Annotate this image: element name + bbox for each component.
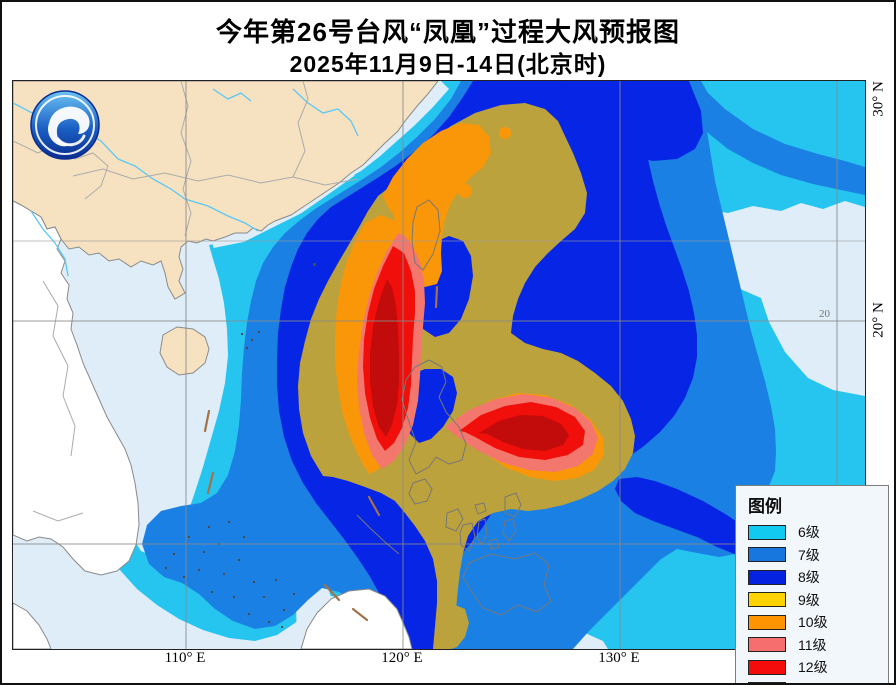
forecast-map: 20 图例 6级7级8级9级10级11级12级13级及以上 审图号:GS (20… — [12, 80, 889, 683]
malay-peninsula — [13, 602, 52, 649]
indochina-landmass — [13, 200, 140, 576]
legend-swatch — [748, 592, 786, 608]
legend-row: 7级 — [748, 544, 878, 567]
legend-swatch — [748, 637, 786, 653]
palawan-outline — [356, 514, 400, 555]
legend-swatch — [748, 682, 786, 683]
hainan-island — [159, 326, 210, 376]
legend-label: 10级 — [798, 614, 828, 631]
wind-field-map: 20 — [13, 81, 865, 649]
legend-row: 6级 — [748, 521, 878, 544]
wind-zone-level13 — [370, 279, 569, 451]
legend-swatch — [748, 569, 786, 585]
dash-line-marks — [203, 285, 439, 622]
wind-zone-level9-patch — [437, 605, 469, 649]
legend: 图例 6级 7级 8级 9级 10级 11级 12级 13级及以上 — [735, 485, 889, 683]
page-title: 今年第26号台风“凤凰”过程大风预报图 — [216, 17, 680, 47]
legend-row: 11级 — [748, 634, 878, 657]
grid-inline-label: 20 — [819, 308, 831, 320]
province-boundaries — [13, 81, 359, 522]
meteorological-agency-logo-icon — [30, 90, 100, 160]
legend-label: 7级 — [798, 546, 820, 563]
legend-label: 9级 — [798, 591, 820, 608]
legend-label: 8级 — [798, 569, 820, 586]
legend-row: 13级及以上 — [748, 679, 878, 683]
taiwan-outline — [411, 199, 441, 271]
legend-swatch — [748, 547, 786, 563]
borneo-island — [300, 588, 413, 649]
legend-label: 13级及以上 — [798, 680, 870, 683]
longitude-label: 110° E — [164, 650, 206, 666]
legend-row: 9级 — [748, 589, 878, 612]
legend-swatch — [748, 659, 786, 675]
longitude-label: 130° E — [598, 650, 640, 666]
legend-swatch — [748, 524, 786, 540]
land-foreign — [13, 200, 413, 649]
graticule: 20 — [13, 81, 865, 649]
legend-rows: 6级 7级 8级 9级 10级 11级 12级 13级及以上 — [748, 521, 878, 683]
latitude-label: 20° N — [870, 302, 887, 338]
reef-specks — [165, 263, 316, 628]
legend-swatch — [748, 614, 786, 630]
page-subtitle: 2025年11月9日-14日(北京时) — [289, 51, 607, 77]
legend-label: 12级 — [798, 659, 828, 676]
legend-row: 10级 — [748, 611, 878, 634]
legend-row: 12级 — [748, 656, 878, 679]
mindanao-outline — [462, 552, 552, 616]
legend-title: 图例 — [748, 497, 782, 516]
latitude-label: 30° N — [870, 81, 887, 117]
luzon-outline — [401, 359, 467, 475]
legend-label: 6级 — [798, 524, 820, 541]
land-china — [13, 81, 439, 376]
longitude-label: 120° E — [381, 650, 423, 666]
legend-row: 8级 — [748, 566, 878, 589]
legend-label: 11级 — [798, 636, 827, 653]
island-outlines — [356, 199, 552, 616]
